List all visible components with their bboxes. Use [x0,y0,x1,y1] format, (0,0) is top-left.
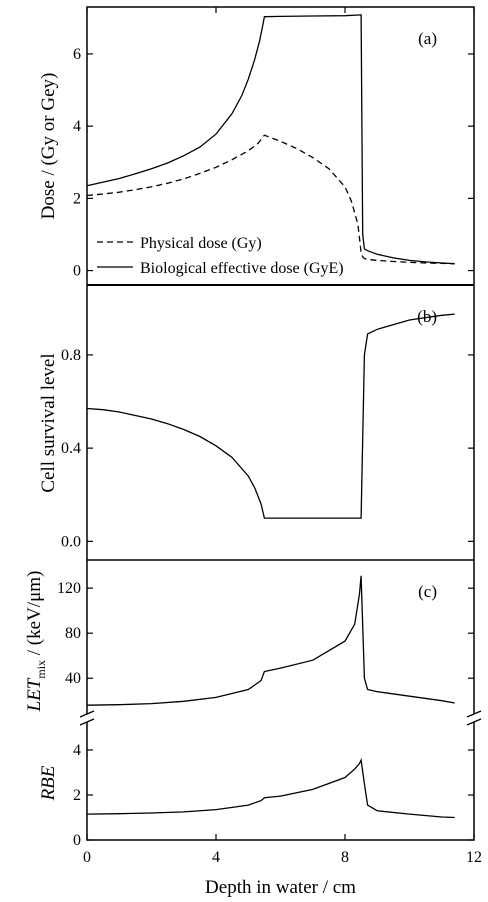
y-tick-label: 0.0 [61,533,81,550]
y-axis-title-let: LETmix / (keV/μm) [24,571,48,713]
series-line-curve [86,757,455,819]
x-tick-label: 8 [341,849,349,866]
legend-label-biological-dose: Biological effective dose (GyE) [140,260,344,277]
let-unit: / (keV/μm) [24,571,45,660]
y-tick-label: 0.8 [61,347,81,364]
axis-break-gap [79,714,95,722]
panel-a-dose: 0 2 4 6 (a) Dose / (Gy or Gey) Physical dose (… [38,14,474,280]
let-subscript: mix [34,660,48,679]
y-tick-label: 4 [73,742,81,759]
figure-frame: 0 4 8 12 Depth in water / cm [79,6,482,898]
series-line-curve [86,575,455,706]
y-axis-title: RBE [38,765,59,801]
legend-label-physical-dose: Physical dose (Gy) [140,235,262,252]
panel-b-cell-survival: 0.0 0.4 0.8 (b) Cell survival level [38,307,474,550]
let-label: LET [24,677,45,712]
y-tick-label: 2 [73,787,81,804]
y-tick-label: 40 [65,670,81,687]
y-tick-label: 0 [73,832,81,849]
axis-break-mark [466,718,482,726]
y-axis-title: Cell survival level [38,353,59,492]
y-tick-label: 6 [73,46,81,63]
y-tick-label: 80 [65,625,81,642]
x-tick-label: 4 [212,849,220,866]
axis-break-mark [79,710,95,718]
y-axis-title: Dose / (Gy or Gey) [38,73,59,220]
series-line-biological-dose [86,14,455,265]
panel-c-let-rbe: 40 80 120 (c) 0 2 4 RBE LETmix / (keV/μm) [24,571,474,849]
panel-label: (c) [418,582,437,601]
axis-break-gap [466,714,482,722]
y-tick-label: 120 [57,580,81,597]
y-tick-label: 2 [73,190,81,207]
panel-label: (b) [417,307,437,326]
x-axis-title: Depth in water / cm [205,877,356,898]
y-tick-label: 0.4 [61,440,81,457]
panel-label: (a) [418,29,437,48]
series-line-physical-dose [86,134,455,265]
axis-break-mark [466,710,482,718]
y-tick-label: 0 [73,263,81,280]
series-line-curve [86,313,455,519]
x-tick-label: 0 [83,849,91,866]
x-tick-label: 12 [466,849,482,866]
y-tick-label: 4 [73,118,81,135]
plot-border [86,6,475,841]
axis-break-mark [79,718,95,726]
